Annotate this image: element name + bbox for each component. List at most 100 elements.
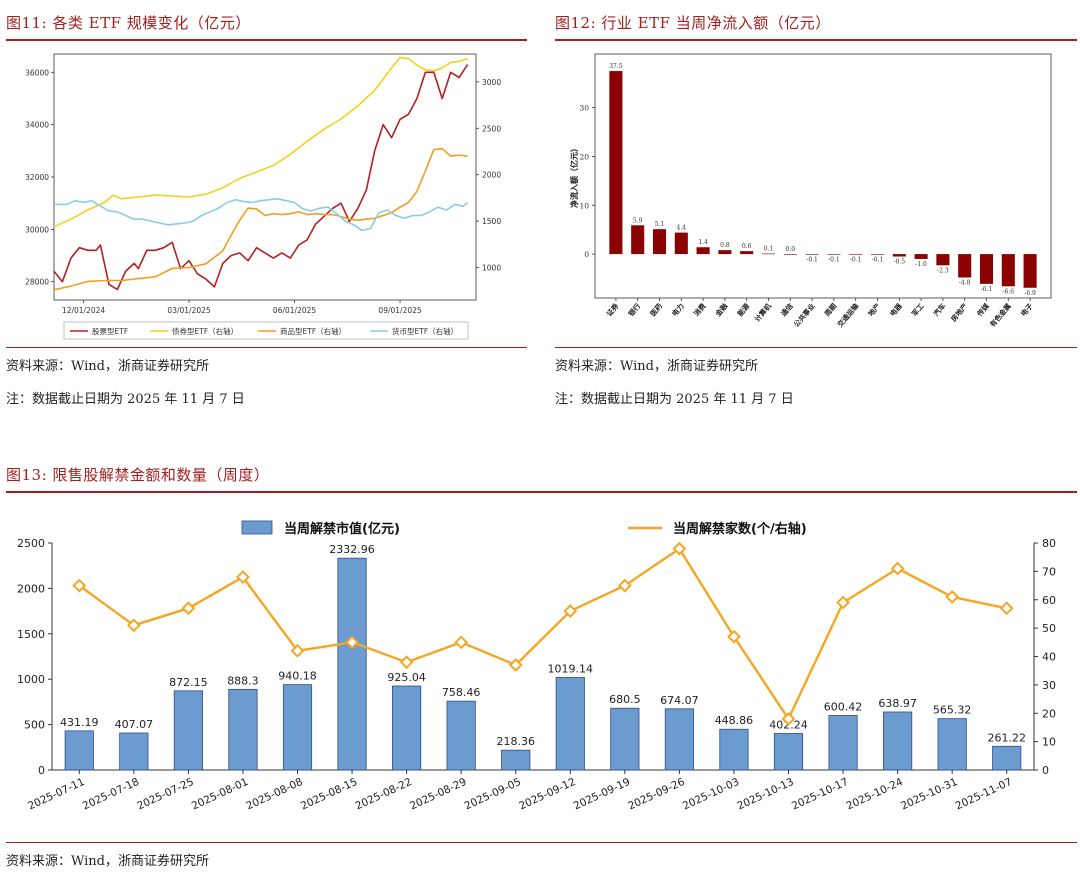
fig13-line-marker	[617, 578, 632, 593]
fig13-bar-label: 261.22	[987, 731, 1026, 744]
fig13-bar-label: 758.46	[442, 686, 481, 699]
fig13-left-tick-label: 1000	[17, 673, 45, 686]
fig13-x-tick-label: 2025-08-15	[299, 776, 359, 813]
fig11-right-tick-label: 2000	[482, 171, 501, 180]
fig11-series-line-3	[54, 198, 469, 232]
fig13-line-marker	[72, 578, 87, 593]
fig13-bar-label: 600.42	[824, 700, 863, 713]
fig11-title-rule	[6, 39, 527, 41]
fig12-bar-label: 0.6	[742, 243, 752, 250]
fig12-bar-label: -0.1	[872, 257, 884, 264]
fig11-left-tick-label: 34000	[25, 121, 49, 130]
fig13-line-marker	[836, 595, 850, 610]
fig13-x-tick-label: 2025-08-01	[190, 776, 250, 813]
fig13-legend-bar-label: 当周解禁市值(亿元)	[284, 521, 400, 537]
fig12-bar-label: 0.0	[786, 246, 796, 253]
fig13-right-tick-label: 20	[1042, 707, 1056, 720]
fig13-line-marker	[890, 561, 905, 576]
fig12-note: 注：数据截止日期为 2025 年 11 月 7 日	[555, 392, 794, 407]
fig13-line-marker	[563, 604, 578, 619]
fig13-left-tick-label: 0	[38, 764, 45, 777]
fig12-x-tick-label: 电器	[888, 301, 905, 318]
fig13-bar-label: 448.86	[715, 714, 754, 727]
fig13-bar	[883, 711, 913, 771]
fig11-x-tick-label: 06/01/2025	[273, 306, 316, 315]
fig11-x-tick-label: 09/01/2025	[378, 306, 421, 315]
fig12-x-tick-label: 通信	[779, 302, 795, 319]
fig11-series-line-1	[53, 56, 468, 228]
fig12-x-tick-label: 传媒	[974, 301, 991, 319]
fig12-x-tick-label: 公共事业	[792, 302, 817, 329]
fig13-right-tick-label: 40	[1042, 651, 1056, 664]
fig12-bar-label: -0.5	[894, 259, 906, 266]
fig13-x-tick-label: 2025-09-26	[626, 776, 687, 813]
fig11-legend-label-2: 商品型ETF（右轴）	[280, 326, 346, 336]
fig13-right-tick-label: 30	[1042, 679, 1056, 692]
fig12-bar	[892, 254, 906, 257]
fig12-bar	[849, 254, 863, 255]
fig12-bar-label: 37.5	[609, 63, 623, 70]
fig13-bar	[773, 733, 804, 771]
fig12-bar	[1023, 254, 1037, 288]
fig12-bar-label: -4.8	[959, 280, 971, 287]
fig13-line-marker	[508, 658, 523, 672]
fig13-x-tick-label: 2025-10-03	[681, 776, 741, 813]
fig12-bar	[936, 254, 950, 266]
fig13-source: 资料来源：Wind，浙商证券研究所	[6, 854, 209, 869]
fig11-title: 图11: 各类 ETF 规模变化（亿元）	[6, 14, 251, 32]
fig12-bar-label: -2.3	[937, 267, 949, 274]
fig13-line-marker	[454, 635, 469, 650]
fig13-x-tick-label: 2025-10-13	[735, 776, 795, 813]
fig13-left-tick-label: 1500	[17, 628, 45, 641]
fig13-x-tick-label: 2025-11-07	[954, 776, 1014, 813]
fig13-bar-label: 2332.96	[329, 543, 375, 556]
fig13-bar-label: 888.3	[227, 674, 259, 687]
fig12-bar	[958, 254, 972, 278]
fig13-line-marker	[672, 541, 687, 556]
fig13-x-tick-label: 2025-07-25	[135, 776, 195, 813]
fig12-x-tick-label: 银行	[626, 302, 642, 319]
fig13-bar-label: 407.07	[115, 718, 154, 731]
fig13-bar	[937, 718, 967, 771]
fig13-bar-label: 940.18	[278, 670, 317, 683]
fig12-bar	[696, 247, 710, 255]
fig13-bar	[173, 690, 203, 771]
fig11-right-tick-label: 1500	[482, 217, 501, 226]
fig12-bar	[674, 232, 688, 255]
fig12-bar	[870, 254, 885, 255]
fig13-line-marker	[290, 643, 305, 658]
fig11-bottom-rule	[6, 347, 527, 348]
fig13-right-tick-label: 60	[1042, 594, 1056, 607]
fig13-chart: 0 500 1000 1500 2000 2500 0 10 20 30 40 50 60 70 80 431…	[17, 520, 1056, 813]
fig11-legend-label-1: 债券型ETF（右轴）	[172, 326, 238, 336]
fig13-x-tick-label: 2025-08-08	[244, 776, 304, 813]
fig12-bar-label: -6.1	[981, 286, 993, 293]
fig13-x-tick-label: 2025-08-22	[353, 776, 413, 813]
fig13-line-marker	[399, 655, 414, 670]
fig12-bar-label: 0.1	[764, 246, 774, 253]
fig12-bar	[718, 250, 732, 255]
fig13-line-marker	[126, 618, 141, 633]
fig12-x-tick-label: 电子	[1019, 302, 1035, 319]
fig12-x-tick-label: 地产	[866, 302, 882, 319]
fig13-left-tick-label: 500	[24, 719, 45, 732]
fig13-bar-label: 925.04	[387, 671, 426, 684]
fig12-bar-label: 4.4	[677, 225, 687, 232]
fig12-x-tick-label: 计算机	[753, 302, 773, 324]
fig11-source: 资料来源：Wind，浙商证券研究所	[6, 359, 209, 374]
fig11-x-tick-label: 12/01/2024	[62, 306, 105, 315]
fig12-bar-label: 5.9	[633, 217, 643, 224]
fig13-bar-label: 565.32	[933, 704, 972, 717]
fig13-line-marker	[345, 635, 359, 650]
fig13-bar	[719, 728, 749, 771]
fig12-bar-label: -6.9	[1024, 290, 1036, 297]
fig11-legend-label-3: 货币型ETF（右轴）	[392, 326, 458, 336]
fig12-x-tick-label: 周期	[823, 302, 839, 319]
fig13-bar	[337, 557, 367, 771]
fig12-x-tick-label: 房地产	[949, 302, 969, 324]
fig12-x-tick-label: 医药	[648, 302, 664, 319]
fig11-x-tick-label: 03/01/2025	[167, 306, 210, 315]
fig12-bar-label: 5.1	[655, 221, 665, 228]
fig13-bar	[555, 677, 585, 771]
fig13-right-tick-label: 80	[1042, 537, 1056, 550]
